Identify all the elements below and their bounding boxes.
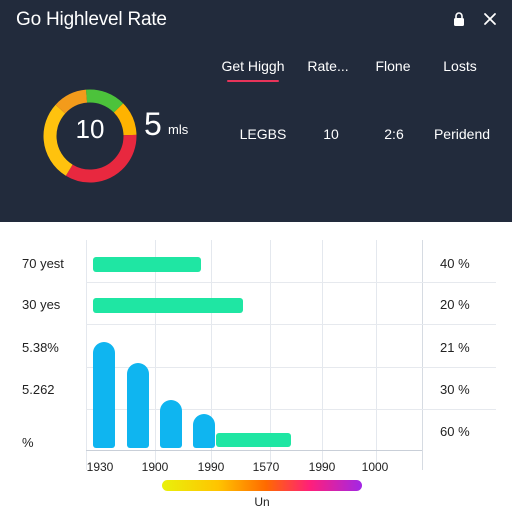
row-divider	[86, 409, 496, 410]
grid-line	[86, 240, 87, 470]
x-tick-label: 1990	[308, 460, 336, 474]
color-scale-label: Un	[254, 495, 270, 509]
grid-line	[155, 240, 156, 470]
page-title: Go Highlevel Rate	[16, 9, 167, 30]
row-percent: 21 %	[440, 340, 470, 355]
horizontal-bar	[93, 298, 243, 313]
row-label: 5.38%	[22, 340, 59, 355]
big-unit: mls	[168, 122, 189, 137]
vertical-bar	[93, 342, 115, 448]
vertical-bar	[160, 399, 182, 448]
big-number: 5	[144, 106, 162, 142]
vertical-bar	[193, 413, 215, 448]
x-tick-label: 1900	[141, 460, 169, 474]
row-divider	[86, 324, 496, 325]
grid-line	[376, 240, 377, 470]
tab-rate[interactable]: Rate...	[307, 58, 349, 74]
row-percent: 20 %	[440, 297, 470, 312]
grid-line	[211, 240, 212, 470]
x-tick-label: 1990	[197, 460, 225, 474]
tab-get-higgh[interactable]: Get Higgh	[213, 58, 293, 82]
horizontal-bar	[93, 257, 201, 272]
gauge-value: 10	[75, 114, 105, 144]
gauge-segment	[43, 89, 137, 183]
tab-flone[interactable]: Flone	[375, 58, 411, 74]
x-tick-label: 1000	[361, 460, 389, 474]
row-divider	[86, 282, 496, 283]
stat-peridend: Peridend	[433, 126, 491, 142]
row-label: 5.262	[22, 382, 55, 397]
row-percent: 60 %	[440, 424, 470, 439]
header-panel: Go Highlevel Rate Get Higgh Rate... Flon…	[0, 0, 512, 222]
gauge-segment	[43, 89, 137, 183]
x-tick-label: 1570	[252, 460, 280, 474]
color-scale-bar	[162, 480, 362, 491]
chart-panel: 70 yest 30 yes 5.38% 5.262 % 40 % 20 % 2…	[0, 222, 512, 512]
row-label: 30 yes	[22, 297, 61, 312]
row-percent: 40 %	[440, 256, 470, 271]
row-divider	[86, 367, 496, 368]
row-percent: 30 %	[440, 382, 470, 397]
x-axis-line	[86, 450, 422, 451]
row-label: %	[22, 435, 34, 450]
tab-losts[interactable]: Losts	[443, 58, 477, 74]
close-icon[interactable]	[481, 10, 499, 28]
grid-line	[322, 240, 323, 470]
gauge-segment	[43, 89, 137, 183]
grid-line	[270, 240, 271, 470]
vertical-bar	[127, 362, 149, 448]
x-tick-label: 1930	[86, 460, 114, 474]
row-label: 70 yest	[22, 256, 64, 271]
gauge-segment	[43, 89, 137, 183]
column-divider	[422, 240, 423, 470]
stat-legbs: LEGBS	[239, 126, 287, 142]
rate-gauge	[40, 86, 140, 186]
lock-icon[interactable]	[450, 10, 468, 28]
horizontal-bar	[216, 433, 291, 447]
stat-count: 10	[323, 126, 339, 142]
stat-ratio: 2:6	[384, 126, 404, 142]
